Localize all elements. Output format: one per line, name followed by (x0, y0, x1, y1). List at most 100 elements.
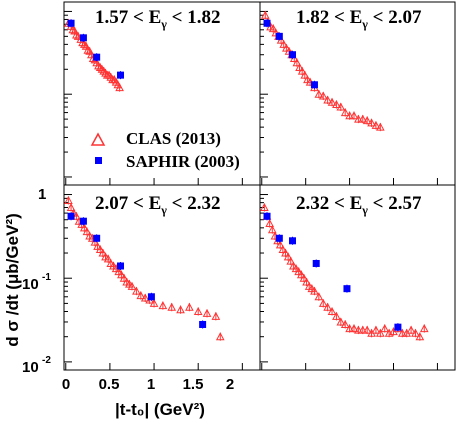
clas-point (340, 319, 350, 328)
clas-point (299, 273, 309, 282)
clas-point (79, 223, 89, 232)
clas-point (215, 332, 225, 341)
clas-point (336, 317, 346, 326)
svg-text:-2: -2 (42, 355, 51, 366)
clas-point (296, 270, 306, 279)
data-points (64, 10, 429, 341)
svg-text:10: 10 (22, 359, 39, 376)
clas-point (117, 270, 126, 279)
clas-point (302, 277, 311, 286)
clas-point (73, 31, 83, 40)
saphir-point (289, 237, 296, 245)
clas-point (149, 298, 159, 307)
clas-point (158, 301, 168, 310)
panel-title-top-right: 1.82 < Eγ < 2.07 (296, 7, 422, 31)
clas-point (167, 302, 177, 311)
clas-point (95, 245, 105, 254)
clas-point (349, 324, 359, 333)
xtick-0.5: 0.5 (99, 376, 120, 393)
clas-point (271, 28, 281, 37)
clas-point (358, 114, 368, 123)
clas-point (260, 202, 269, 211)
clas-point (136, 291, 146, 300)
clas-point (314, 292, 324, 301)
title-tr-sub: γ (361, 17, 368, 31)
title-br-lhs: 2.32 < E (296, 193, 362, 214)
saphir-point (93, 53, 101, 61)
panel-title-bottom-right: 2.32 < Eγ < 2.57 (296, 193, 422, 217)
clas-point (114, 267, 124, 276)
title-tr-lhs: 1.82 < (296, 7, 350, 28)
clas-point (336, 102, 346, 111)
clas-point (292, 58, 302, 67)
saphir-point (312, 259, 320, 267)
clas-point (354, 114, 363, 123)
clas-point (93, 241, 102, 250)
saphir-point (289, 51, 296, 59)
clas-point (318, 298, 328, 307)
clas-point (284, 46, 294, 55)
saphir-point (93, 234, 101, 242)
panel-title-top-left: 1.57 < Eγ < 1.82 (95, 7, 220, 31)
clas-point (294, 267, 303, 276)
clas-point (279, 39, 289, 48)
saphir-point (343, 285, 351, 293)
clas-point (289, 261, 298, 270)
clas-point (98, 248, 108, 257)
clas-point (371, 325, 381, 334)
ytick-1: 1 (38, 186, 46, 203)
clas-point (310, 286, 319, 295)
clas-point (132, 286, 141, 295)
clas-point (127, 281, 137, 290)
saphir-point (147, 293, 155, 301)
title-tr-e: E (350, 7, 363, 28)
xtick-1: 1 (147, 376, 155, 393)
clas-point (371, 120, 381, 129)
clas-point (323, 302, 332, 311)
clas-point (376, 328, 385, 337)
panel-top-right-frame (259, 1, 456, 186)
clas-point (185, 302, 194, 311)
title-tl-rhs: < 1.82 (167, 7, 221, 28)
clas-point (202, 308, 212, 317)
clas-point (327, 306, 337, 316)
clas-point (268, 24, 278, 33)
axis-ticks (64, 10, 438, 370)
y-axis-label: d σ /dt (μb/GeV²) (3, 213, 22, 346)
clas-point (297, 66, 307, 75)
x-axis-label: |t-t₀| (GeV²) (115, 400, 205, 419)
clas-point (332, 99, 341, 109)
legend-clas-label: CLAS (2013) (126, 129, 221, 148)
clas-point (278, 245, 288, 254)
title-tl-lhs: 1.57 < E (95, 7, 161, 28)
clas-point (103, 254, 113, 263)
saphir-point (263, 19, 271, 27)
clas-point (362, 325, 372, 334)
clas-point (358, 325, 368, 334)
clas-point (362, 116, 372, 125)
clas-point (327, 97, 337, 106)
saphir-point (79, 34, 87, 42)
clas-point (349, 111, 359, 120)
clas-point (64, 195, 73, 204)
clas-point (286, 256, 296, 265)
clas-point (354, 325, 363, 334)
clas-point (275, 240, 285, 249)
clas-point (281, 248, 290, 257)
clas-point (260, 10, 270, 19)
saphir-point (117, 71, 125, 79)
saphir-point (275, 32, 283, 40)
xtick-1.5: 1.5 (183, 376, 204, 393)
clas-point (265, 218, 274, 228)
clas-point (376, 122, 385, 131)
clas-point (380, 324, 390, 333)
clas-point (406, 325, 416, 334)
clas-point (291, 264, 301, 273)
clas-point (345, 324, 354, 333)
clas-point (345, 111, 354, 120)
title-tl-sub: γ (160, 17, 167, 31)
saphir-point (117, 262, 125, 270)
xtick-0: 0 (62, 376, 70, 393)
clas-point (340, 108, 350, 117)
clas-point (318, 91, 328, 100)
